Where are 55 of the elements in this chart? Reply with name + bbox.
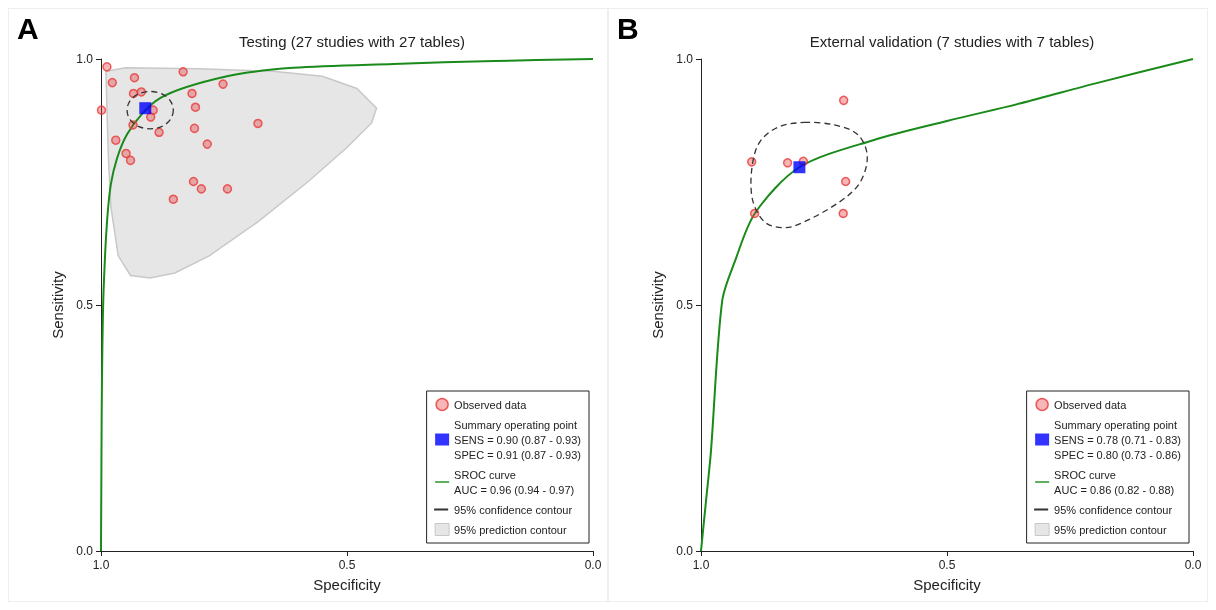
point <box>202 139 213 149</box>
y-tick-label: 0.0 <box>676 544 694 558</box>
x-axis-title: Specificity <box>313 576 382 593</box>
y-tick-label: 0.0 <box>76 544 94 558</box>
point <box>121 148 131 159</box>
y-axis-title: Sensitivity <box>649 270 667 339</box>
legend-label: 95% prediction contour <box>454 523 567 536</box>
x-axis-title: Specificity <box>913 576 982 593</box>
y-tick-label: 0.5 <box>676 298 694 312</box>
point <box>782 158 793 168</box>
point <box>168 194 179 204</box>
point <box>111 135 121 145</box>
legend-label: Summary operating point SENS = 0.78 (0.71 - 0.83) SPEC = 0.80 (0.73 - 0.86) <box>1054 418 1182 461</box>
x-tick-label: 1.0 <box>92 558 110 572</box>
legend-label: SROC curve AUC = 0.96 (0.94 - 0.97) <box>454 468 575 496</box>
chart-title: External validation (7 studies with 7 tables) <box>809 33 1095 50</box>
y-tick-label: 1.0 <box>676 52 694 66</box>
annotation: 95% confidence contour <box>454 503 573 516</box>
point <box>125 155 136 166</box>
point <box>222 184 233 194</box>
point <box>189 123 200 134</box>
legend-label: Summary operating point SENS = 0.90 (0.87 - 0.93) SPEC = 0.91 (0.87 - 0.93) <box>454 418 582 461</box>
point <box>190 102 201 112</box>
point <box>793 161 806 174</box>
point <box>154 127 164 138</box>
annotation: 95% confidence contour <box>1054 503 1173 516</box>
text: B <box>617 11 639 45</box>
legend-label: 95% prediction contour <box>1054 523 1167 536</box>
point <box>840 176 851 187</box>
x-tick-label: 0.0 <box>1184 558 1202 572</box>
x-tick-label: 1.0 <box>692 558 710 572</box>
x-tick-label: 0.5 <box>938 558 956 572</box>
text: A <box>17 11 39 45</box>
point <box>218 79 228 89</box>
legend-label: Observed data <box>1054 398 1128 411</box>
point <box>145 112 156 122</box>
point <box>187 88 197 99</box>
point <box>96 105 107 115</box>
y-axis-title: Sensitivity <box>49 270 67 339</box>
point <box>178 67 188 77</box>
x-tick-label: 0.5 <box>338 558 356 572</box>
point <box>129 72 140 83</box>
point <box>102 62 112 72</box>
chart-title: Testing (27 studies with 27 tables) <box>239 33 465 50</box>
point <box>838 95 849 106</box>
legend-label: Observed data <box>454 398 528 411</box>
point <box>253 118 263 129</box>
y-tick-label: 0.5 <box>76 298 94 312</box>
point <box>188 176 199 187</box>
x-tick-label: 0.0 <box>584 558 602 572</box>
point <box>196 184 207 194</box>
point <box>838 208 848 219</box>
point <box>107 77 118 88</box>
y-tick-label: 1.0 <box>76 52 94 66</box>
legend-label: SROC curve AUC = 0.86 (0.82 - 0.88) <box>1054 468 1175 496</box>
